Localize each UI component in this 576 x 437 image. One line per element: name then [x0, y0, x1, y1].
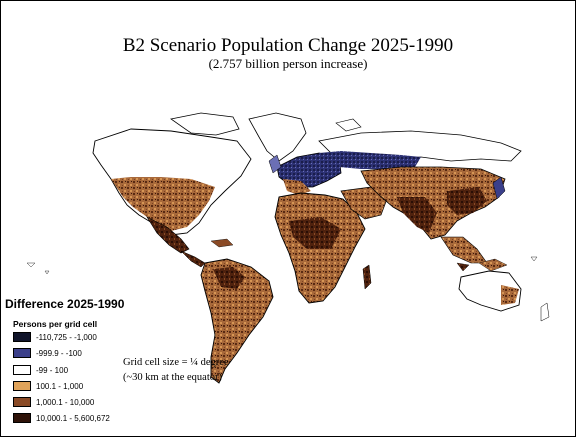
uk [268, 154, 282, 174]
usa-growth [111, 177, 215, 231]
legend-label: 1,000.1 - 10,000 [36, 397, 95, 407]
central-america [180, 250, 206, 268]
legend-swatch [13, 381, 31, 391]
legend-label: 10,000.1 - 5,600,672 [36, 413, 110, 423]
legend-subtitle: Persons per grid cell [13, 319, 98, 329]
legend-item: -110,725 - -1,000 [13, 331, 97, 343]
legend-label: 100.1 - 1,000 [36, 381, 84, 391]
legend-item: -99 - 100 [13, 364, 68, 376]
arctic-islands [170, 112, 240, 136]
legend-swatch [13, 397, 31, 407]
madagascar [362, 264, 372, 290]
south-asia-growth [397, 197, 437, 233]
legend-item: -999.9 - -100 [13, 347, 82, 359]
legend-item: 100.1 - 1,000 [13, 380, 83, 392]
legend-swatch [13, 413, 31, 423]
japan [492, 176, 506, 200]
russia-decline [319, 151, 421, 169]
grid-cell-note-equator: (~30 km at the equator) [123, 372, 222, 383]
legend-swatch [13, 332, 31, 342]
legend-label: -999.9 - -100 [36, 348, 82, 358]
legend-item: 1,000.1 - 10,000 [13, 396, 94, 408]
legend-label: -99 - 100 [36, 365, 69, 375]
legend-swatch [13, 365, 31, 375]
asia [360, 166, 506, 240]
greenland [248, 112, 307, 162]
south-america [200, 258, 274, 384]
map-subtitle: (2.757 billion person increase) [208, 56, 368, 71]
legend-item: 10,000.1 - 5,600,672 [13, 412, 110, 424]
new-zealand [540, 302, 550, 322]
mexico-growth [146, 216, 190, 254]
east-asia-growth [447, 187, 487, 215]
legend-swatch [13, 348, 31, 358]
southeast-asia [440, 236, 488, 264]
legend-title: Difference 2025-1990 [5, 297, 125, 311]
legend-label: -110,725 - -1,000 [36, 332, 97, 342]
grid-cell-note: Grid cell size = ¼ degree [123, 357, 229, 368]
map-title: B2 Scenario Population Change 2025-1990 [122, 35, 454, 56]
